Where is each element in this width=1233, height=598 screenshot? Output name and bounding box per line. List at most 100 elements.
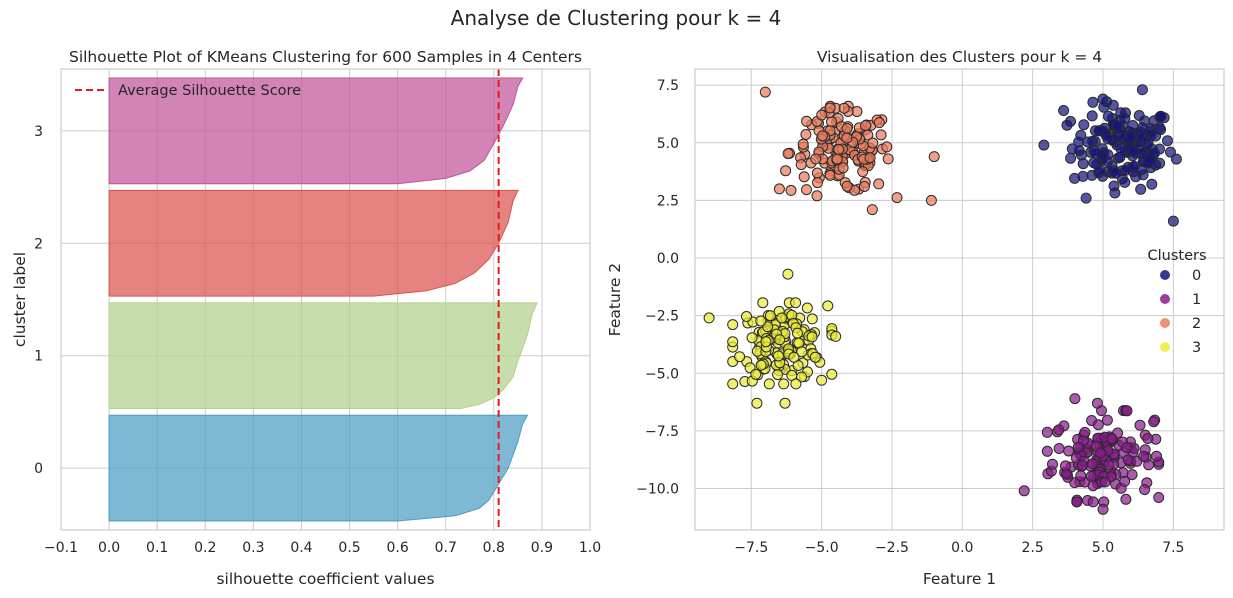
silhouette-x-tick-label: 0.0 bbox=[98, 540, 120, 556]
scatter-point-cluster-2 bbox=[873, 117, 885, 129]
scatter-x-tick-label: 0.0 bbox=[951, 540, 973, 556]
legend-marker-cluster-2 bbox=[1160, 318, 1170, 328]
scatter-point-cluster-2 bbox=[841, 132, 853, 144]
scatter-title: Visualisation des Clusters pour k = 4 bbox=[817, 48, 1102, 66]
scatter-point-cluster-2 bbox=[858, 181, 870, 192]
scatter-point-cluster-3 bbox=[746, 332, 758, 344]
scatter-point-cluster-3 bbox=[796, 346, 808, 358]
scatter-point-cluster-2 bbox=[824, 169, 836, 181]
silhouette-plot: −0.1 0.0 0.1 0.2 0.3 0.4 0.5 0.6 0.7 0.8 0.9 1.0 0 1… bbox=[11, 48, 601, 588]
scatter-point-cluster-1 bbox=[1092, 419, 1104, 431]
scatter-point-cluster-2 bbox=[925, 194, 937, 206]
scatter-x-tick-label: 2.5 bbox=[1022, 540, 1044, 556]
scatter-point-cluster-0 bbox=[1078, 119, 1090, 131]
scatter-point-cluster-1 bbox=[1122, 454, 1134, 466]
scatter-point-cluster-0 bbox=[1102, 110, 1114, 122]
scatter-point-cluster-2 bbox=[891, 192, 903, 204]
scatter-point-cluster-2 bbox=[811, 167, 823, 179]
scatter-point-cluster-0 bbox=[1135, 183, 1147, 195]
scatter-point-cluster-0 bbox=[1065, 152, 1077, 164]
scatter-point-cluster-2 bbox=[857, 166, 869, 178]
scatter-point-cluster-0 bbox=[1061, 119, 1073, 131]
scatter-point-cluster-3 bbox=[790, 378, 802, 390]
scatter-point-cluster-0 bbox=[1137, 122, 1148, 134]
scatter-point-cluster-2 bbox=[837, 162, 849, 174]
scatter-point-cluster-1 bbox=[1106, 433, 1118, 444]
silhouette-y-ticks: 0 1 2 3 bbox=[34, 124, 43, 477]
scatter-point-cluster-0 bbox=[1120, 164, 1132, 176]
scatter-point-cluster-3 bbox=[792, 327, 803, 339]
scatter-point-cluster-0 bbox=[1146, 178, 1158, 190]
scatter-point-cluster-3 bbox=[763, 378, 775, 390]
scatter-point-cluster-0 bbox=[1038, 139, 1050, 151]
scatter-y-tick-label: −7.5 bbox=[645, 424, 679, 440]
scatter-point-cluster-1 bbox=[1075, 470, 1087, 482]
silhouette-band-cluster-2 bbox=[108, 189, 519, 297]
scatter-point-cluster-1 bbox=[1148, 416, 1160, 428]
silhouette-axes-frame bbox=[60, 68, 591, 531]
scatter-x-tick-label: −5.0 bbox=[805, 540, 839, 556]
scatter-point-cluster-1 bbox=[1079, 426, 1091, 438]
scatter-point-cluster-1 bbox=[1153, 492, 1165, 503]
scatter-point-cluster-0 bbox=[1082, 136, 1094, 148]
silhouette-x-tick-label: −0.1 bbox=[44, 540, 78, 556]
legend-marker-cluster-0 bbox=[1160, 270, 1170, 280]
silhouette-band-cluster-0 bbox=[108, 414, 529, 522]
scatter-point-cluster-2 bbox=[797, 138, 809, 150]
scatter-point-cluster-1 bbox=[1121, 442, 1133, 454]
scatter-point-cluster-1 bbox=[1103, 459, 1115, 471]
scatter-point-cluster-0 bbox=[1115, 143, 1127, 155]
scatter-point-cluster-2 bbox=[838, 102, 850, 114]
scatter-point-cluster-2 bbox=[824, 102, 836, 114]
scatter-point-cluster-1 bbox=[1121, 405, 1133, 417]
scatter-point-cluster-0 bbox=[1077, 170, 1089, 182]
scatter-point-cluster-3 bbox=[764, 310, 776, 322]
scatter-point-cluster-0 bbox=[1086, 110, 1098, 122]
scatter-point-cluster-3 bbox=[727, 336, 739, 348]
scatter-point-cluster-2 bbox=[841, 123, 853, 134]
scatter-point-cluster-0 bbox=[1127, 145, 1139, 157]
silhouette-title: Silhouette Plot of KMeans Clustering for… bbox=[69, 48, 582, 66]
silhouette-x-label: silhouette coefficient values bbox=[216, 570, 434, 588]
scatter-point-cluster-1 bbox=[1126, 469, 1138, 481]
cluster-scatter-plot: −7.5 −5.0 −2.5 0.0 2.5 5.0 7.5 7.5 5.0 2.5 0.0 −2.… bbox=[606, 48, 1225, 588]
silhouette-band-cluster-1 bbox=[108, 302, 538, 410]
scatter-grid bbox=[695, 69, 1224, 530]
scatter-point-cluster-0 bbox=[1108, 180, 1120, 192]
legend-label-cluster-2: 2 bbox=[1192, 316, 1201, 332]
scatter-point-cluster-3 bbox=[703, 312, 715, 324]
scatter-point-cluster-1 bbox=[1018, 485, 1030, 497]
scatter-point-cluster-2 bbox=[759, 86, 771, 98]
scatter-point-cluster-0 bbox=[1094, 164, 1106, 176]
scatter-point-cluster-0 bbox=[1077, 158, 1089, 170]
scatter-point-cluster-2 bbox=[810, 153, 822, 165]
scatter-point-cluster-1 bbox=[1119, 475, 1131, 487]
scatter-point-cluster-0 bbox=[1165, 146, 1176, 158]
scatter-point-cluster-0 bbox=[1102, 133, 1114, 145]
scatter-point-cluster-0 bbox=[1087, 96, 1099, 108]
scatter-point-cluster-1 bbox=[1053, 443, 1065, 454]
scatter-point-cluster-1 bbox=[1071, 496, 1083, 508]
scatter-point-cluster-2 bbox=[831, 153, 843, 165]
scatter-point-cluster-2 bbox=[841, 180, 853, 192]
figure-suptitle: Analyse de Clustering pour k = 4 bbox=[451, 6, 782, 30]
scatter-point-cluster-3 bbox=[727, 319, 739, 331]
scatter-point-cluster-1 bbox=[1072, 441, 1084, 453]
scatter-point-cluster-1 bbox=[1085, 470, 1097, 482]
scatter-point-cluster-1 bbox=[1053, 424, 1065, 436]
scatter-point-cluster-2 bbox=[800, 129, 812, 140]
silhouette-x-tick-label: 0.1 bbox=[146, 540, 168, 556]
scatter-point-cluster-3 bbox=[806, 331, 818, 343]
scatter-point-cluster-2 bbox=[867, 137, 879, 149]
silhouette-x-ticks: −0.1 0.0 0.1 0.2 0.3 0.4 0.5 0.6 0.7 0.8 0.9 1.0 bbox=[44, 540, 601, 556]
scatter-axes-frame bbox=[694, 68, 1225, 531]
scatter-point-cluster-0 bbox=[1097, 93, 1109, 105]
scatter-point-cluster-3 bbox=[734, 351, 746, 363]
scatter-point-cluster-0 bbox=[1167, 215, 1179, 227]
scatter-point-cluster-2 bbox=[881, 141, 893, 153]
scatter-point-cluster-1 bbox=[1087, 458, 1098, 470]
scatter-point-cluster-3 bbox=[778, 378, 790, 390]
scatter-point-cluster-1 bbox=[1134, 419, 1146, 431]
silhouette-band-cluster-3 bbox=[108, 77, 524, 185]
scatter-point-cluster-0 bbox=[1144, 153, 1156, 165]
